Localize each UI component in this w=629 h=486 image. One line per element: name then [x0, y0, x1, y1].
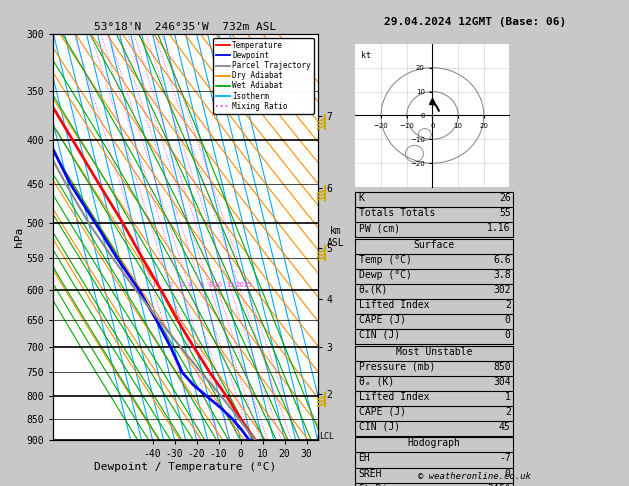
Text: 29.04.2024 12GMT (Base: 06): 29.04.2024 12GMT (Base: 06) [384, 17, 566, 27]
Text: EH: EH [359, 453, 370, 464]
Text: 1: 1 [505, 392, 511, 402]
Text: Surface: Surface [413, 240, 455, 250]
Text: Temp (°C): Temp (°C) [359, 255, 411, 265]
Text: 0: 0 [505, 330, 511, 340]
Text: 26: 26 [499, 193, 511, 203]
Text: 6.6: 6.6 [493, 255, 511, 265]
Text: 15: 15 [226, 282, 235, 288]
Legend: Temperature, Dewpoint, Parcel Trajectory, Dry Adiabat, Wet Adiabat, Isotherm, Mi: Temperature, Dewpoint, Parcel Trajectory… [213, 38, 314, 114]
Text: Lifted Index: Lifted Index [359, 300, 429, 310]
Text: Dewp (°C): Dewp (°C) [359, 270, 411, 280]
Y-axis label: hPa: hPa [14, 227, 24, 247]
Text: 0: 0 [505, 469, 511, 479]
Text: 1: 1 [151, 282, 155, 288]
Text: Pressure (mb): Pressure (mb) [359, 362, 435, 372]
Text: CIN (J): CIN (J) [359, 422, 399, 432]
Text: 2: 2 [169, 282, 174, 288]
Text: 850: 850 [493, 362, 511, 372]
Text: θₑ (K): θₑ (K) [359, 377, 394, 387]
Text: 6: 6 [200, 282, 204, 288]
Text: 45: 45 [499, 422, 511, 432]
Text: θₑ(K): θₑ(K) [359, 285, 388, 295]
Text: kt: kt [360, 51, 370, 60]
Text: K: K [359, 193, 364, 203]
Text: 55: 55 [499, 208, 511, 218]
Y-axis label: km
ASL: km ASL [326, 226, 344, 248]
Text: 2: 2 [505, 407, 511, 417]
Text: -7: -7 [499, 453, 511, 464]
Text: SREH: SREH [359, 469, 382, 479]
Text: © weatheronline.co.uk: © weatheronline.co.uk [418, 472, 532, 481]
Text: Lifted Index: Lifted Index [359, 392, 429, 402]
Text: 1.16: 1.16 [487, 223, 511, 233]
Text: 10: 10 [213, 282, 222, 288]
Title: 53°18'N  246°35'W  732m ASL: 53°18'N 246°35'W 732m ASL [94, 22, 277, 32]
Text: PW (cm): PW (cm) [359, 223, 399, 233]
X-axis label: Dewpoint / Temperature (°C): Dewpoint / Temperature (°C) [94, 462, 277, 471]
Text: 20: 20 [236, 282, 245, 288]
Text: 246°: 246° [487, 484, 511, 486]
Text: CIN (J): CIN (J) [359, 330, 399, 340]
Text: 304: 304 [493, 377, 511, 387]
Text: CAPE (J): CAPE (J) [359, 407, 406, 417]
Text: Most Unstable: Most Unstable [396, 347, 472, 357]
Text: 25: 25 [243, 282, 252, 288]
Text: 302: 302 [493, 285, 511, 295]
Text: 3: 3 [180, 282, 184, 288]
Text: 8: 8 [209, 282, 213, 288]
Text: StmDir: StmDir [359, 484, 394, 486]
Text: Totals Totals: Totals Totals [359, 208, 435, 218]
Text: 2: 2 [505, 300, 511, 310]
Text: 0: 0 [505, 315, 511, 325]
Text: 3.8: 3.8 [493, 270, 511, 280]
Text: CAPE (J): CAPE (J) [359, 315, 406, 325]
Text: LCL: LCL [319, 433, 334, 441]
Text: 4: 4 [188, 282, 192, 288]
Text: Hodograph: Hodograph [408, 438, 460, 449]
